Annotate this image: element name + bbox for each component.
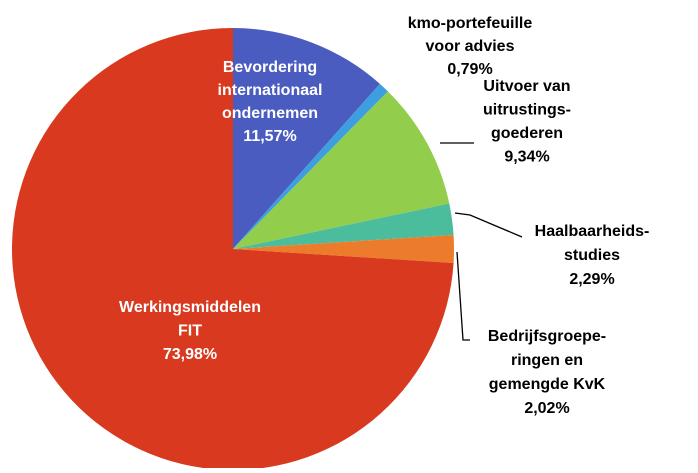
slice-label: goederen bbox=[491, 125, 563, 142]
slice-label: Bevordering bbox=[223, 59, 317, 76]
value-label: 0,79% bbox=[447, 61, 492, 78]
slice-label: ringen en bbox=[511, 352, 583, 369]
pie-slice bbox=[233, 235, 455, 264]
slice-label: kmo-portefeuille bbox=[408, 15, 533, 32]
slice-label: Bedrijfsgroepe- bbox=[488, 328, 606, 345]
leader-line bbox=[456, 251, 470, 341]
pie-slice bbox=[233, 28, 380, 249]
slice-label: FIT bbox=[178, 323, 202, 340]
slice-label: Uitvoer van bbox=[483, 78, 570, 95]
pie-slice bbox=[12, 28, 454, 470]
value-label: 2,02% bbox=[524, 400, 569, 417]
pie-slice bbox=[233, 203, 454, 249]
slice-label: internationaal bbox=[218, 82, 323, 99]
value-label: 9,34% bbox=[504, 149, 549, 166]
slice-label: Werkingsmiddelen bbox=[119, 299, 261, 316]
slice-label: ondernemen bbox=[222, 105, 318, 122]
leader-line bbox=[454, 212, 523, 238]
slice-label: gemengde KvK bbox=[489, 376, 606, 393]
pie-slice bbox=[233, 83, 388, 250]
value-label: 11,57% bbox=[243, 128, 296, 145]
value-label: 73,98% bbox=[163, 346, 217, 363]
slice-label: Haalbaarheids- bbox=[535, 223, 650, 240]
slice-label: studies bbox=[564, 247, 620, 264]
value-label: 2,29% bbox=[569, 271, 614, 288]
slice-label: voor advies bbox=[426, 38, 515, 55]
slice-label: uitrustings- bbox=[483, 102, 571, 119]
pie-slice bbox=[233, 91, 450, 249]
